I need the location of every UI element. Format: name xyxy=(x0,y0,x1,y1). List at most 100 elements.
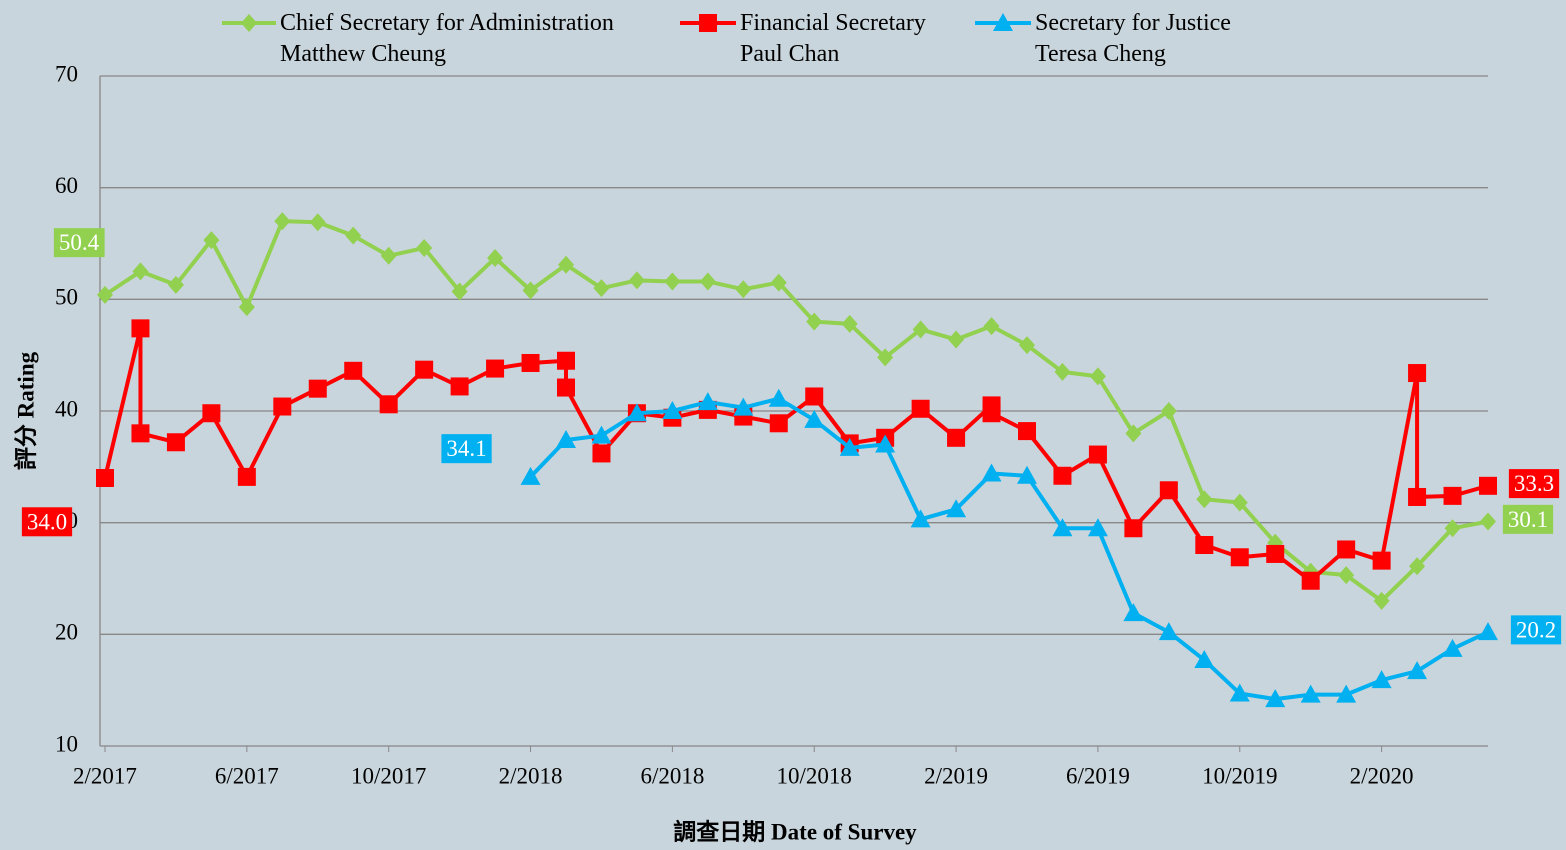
legend-label: Financial Secretary Paul Chan xyxy=(740,10,926,67)
marker xyxy=(1052,518,1073,537)
series-line xyxy=(529,396,1489,702)
marker xyxy=(1231,493,1248,512)
marker xyxy=(1372,551,1391,570)
marker xyxy=(1373,591,1390,610)
marker xyxy=(948,330,965,349)
marker xyxy=(769,414,788,433)
y-axis-label: 評分 Rating xyxy=(12,351,38,470)
marker xyxy=(380,246,397,265)
marker xyxy=(911,399,930,418)
y-tick-label: 70 xyxy=(55,61,78,86)
y-tick-label: 20 xyxy=(55,620,78,645)
marker xyxy=(664,272,681,291)
marker xyxy=(877,348,894,367)
marker xyxy=(1087,518,1108,537)
marker xyxy=(839,437,860,456)
marker xyxy=(1301,571,1320,590)
marker xyxy=(309,213,326,232)
marker xyxy=(1300,684,1321,703)
data-label: 33.3 xyxy=(1514,471,1554,496)
marker xyxy=(591,425,612,444)
data-label-box xyxy=(441,434,492,464)
marker xyxy=(1018,422,1036,441)
marker xyxy=(1442,638,1463,657)
y-tick-label: 50 xyxy=(55,285,78,310)
marker xyxy=(1480,512,1496,531)
x-tick-label: 6/2019 xyxy=(1066,763,1130,788)
marker xyxy=(983,317,1000,336)
data-label-box xyxy=(21,507,73,537)
x-tick-label: 2/2017 xyxy=(73,763,137,788)
marker xyxy=(875,434,896,453)
marker xyxy=(1336,684,1357,703)
marker xyxy=(522,281,539,300)
marker xyxy=(1088,445,1107,464)
data-label: 30.1 xyxy=(1508,507,1548,532)
marker xyxy=(1019,336,1035,355)
marker xyxy=(1409,557,1426,576)
marker xyxy=(733,397,754,416)
x-tick-label: 2/2019 xyxy=(924,763,988,788)
marker xyxy=(450,377,469,396)
marker xyxy=(1159,481,1178,500)
marker xyxy=(451,282,468,301)
y-tick-label: 10 xyxy=(55,731,78,756)
x-tick-label: 10/2018 xyxy=(777,763,852,788)
marker xyxy=(626,403,647,422)
x-axis-label: 調查日期 Date of Survey xyxy=(673,818,917,844)
marker xyxy=(415,360,434,379)
data-label-box xyxy=(1502,504,1554,534)
marker xyxy=(486,359,505,378)
x-tick-label: 6/2018 xyxy=(640,763,704,788)
marker xyxy=(805,387,824,406)
marker xyxy=(662,401,683,419)
marker xyxy=(1125,424,1142,443)
marker xyxy=(1338,566,1355,585)
marker xyxy=(804,409,825,428)
marker xyxy=(379,395,398,414)
legend-label: Secretary for Justice Teresa Cheng xyxy=(1035,10,1231,67)
marker xyxy=(345,226,362,245)
marker xyxy=(556,430,576,449)
marker xyxy=(1195,536,1214,554)
data-label: 50.4 xyxy=(59,230,100,255)
data-label: 20.2 xyxy=(1516,617,1556,642)
marker xyxy=(1230,548,1249,567)
marker xyxy=(202,404,221,423)
marker xyxy=(308,379,327,398)
x-tick-label: 2/2018 xyxy=(499,763,563,788)
marker xyxy=(97,285,113,304)
legend-marker xyxy=(241,14,257,32)
marker xyxy=(487,249,504,268)
marker xyxy=(131,319,150,338)
marker xyxy=(947,428,966,447)
marker xyxy=(1158,622,1179,641)
marker xyxy=(1265,689,1286,708)
marker xyxy=(521,353,540,372)
marker xyxy=(1017,465,1037,484)
marker xyxy=(344,361,363,380)
marker xyxy=(131,424,150,443)
legend-label: Chief Secretary for Administration Matth… xyxy=(280,10,614,67)
marker xyxy=(203,231,220,250)
marker xyxy=(1089,367,1106,386)
marker xyxy=(1337,540,1356,559)
marker xyxy=(806,312,823,331)
marker xyxy=(1124,519,1143,538)
marker xyxy=(628,271,645,290)
marker xyxy=(520,466,541,485)
marker xyxy=(557,351,575,370)
marker xyxy=(1479,476,1497,495)
marker xyxy=(1407,661,1428,680)
marker xyxy=(1444,519,1461,538)
marker xyxy=(1054,362,1071,381)
marker xyxy=(1408,487,1427,506)
data-label: 34.1 xyxy=(446,436,486,461)
marker xyxy=(132,262,149,281)
marker xyxy=(1478,622,1498,641)
marker xyxy=(166,433,185,452)
marker xyxy=(981,463,1002,482)
marker xyxy=(273,397,292,416)
legend-marker xyxy=(993,13,1013,31)
